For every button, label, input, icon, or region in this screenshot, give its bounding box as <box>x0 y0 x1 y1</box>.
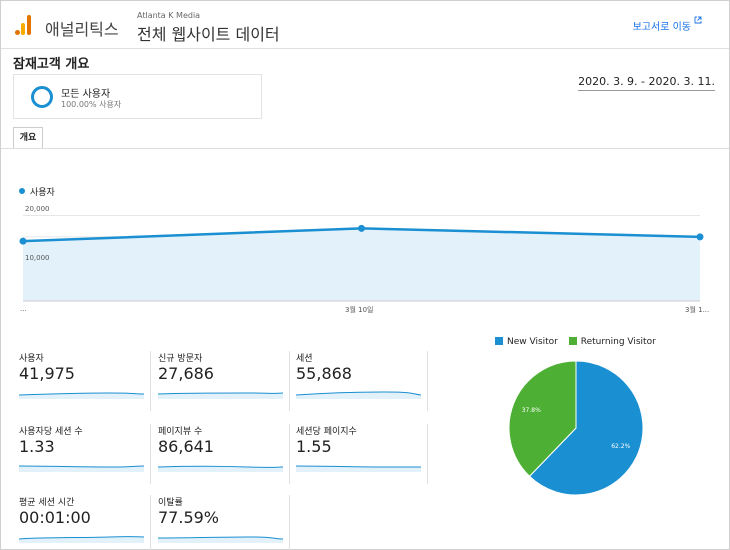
metric-label: 신규 방문자 <box>158 354 203 364</box>
metric-value: 41,975 <box>19 364 75 383</box>
divider <box>150 424 151 484</box>
metric-value: 55,868 <box>296 364 352 383</box>
metric-value: 27,686 <box>158 364 214 383</box>
metric-sparkline <box>296 465 421 472</box>
y-tick-label: 20,000 <box>25 205 50 213</box>
legend-swatch-icon <box>568 337 577 345</box>
x-tick-label: 3월 1... <box>685 306 710 314</box>
chart-legend: 사용자 <box>19 185 55 198</box>
metric-value: 86,641 <box>158 437 214 456</box>
legend-returning-visitor: Returning Visitor <box>580 337 656 347</box>
metric-label: 이탈률 <box>158 498 183 508</box>
account-name[interactable]: Atlanta K Media <box>137 11 201 20</box>
metric-value: 1.33 <box>19 437 55 456</box>
external-link-icon[interactable] <box>694 16 702 24</box>
pie-slice-label: 62.2% <box>611 443 630 450</box>
y-tick-label: 10,000 <box>25 254 50 262</box>
pie-slice-label: 37.8% <box>522 407 541 414</box>
metric-sparkline <box>158 392 283 399</box>
visitor-pie-chart: 62.2% 37.8% <box>508 360 644 496</box>
header: 애널리틱스 Atlanta K Media 전체 웹사이트 데이터 보고서로 이… <box>1 1 729 49</box>
go-to-report-link[interactable]: 보고서로 이동 <box>632 22 691 33</box>
segment-card[interactable]: 모든 사용자 100.00% 사용자 <box>13 74 262 119</box>
x-tick-label: ... <box>20 305 27 313</box>
metric-sparkline <box>19 465 144 472</box>
date-range-picker[interactable]: 2020. 3. 9. - 2020. 3. 11. <box>578 75 715 91</box>
divider <box>289 351 290 411</box>
users-line-chart <box>19 215 704 302</box>
segment-name: 모든 사용자 <box>61 89 111 100</box>
metric-sparkline <box>19 392 144 399</box>
metric-tile[interactable]: 평균 세션 시간 00:01:00 <box>19 495 159 550</box>
metric-label: 평균 세션 시간 <box>19 498 75 508</box>
metric-label: 세션 <box>296 354 313 364</box>
x-tick-label: 3월 10일 <box>345 306 374 314</box>
metric-sparkline <box>296 391 421 399</box>
series-area <box>23 228 700 301</box>
pie-slice <box>508 360 577 477</box>
page-title: 잠재고객 개요 <box>13 57 90 72</box>
metric-label: 페이지뷰 수 <box>158 427 203 437</box>
segment-percent: 100.00% 사용자 <box>61 100 122 109</box>
metric-tile[interactable]: 신규 방문자 27,686 <box>158 351 298 413</box>
app-name: 애널리틱스 <box>45 20 119 39</box>
metric-value: 77.59% <box>158 508 220 527</box>
metric-tile[interactable]: 사용자 41,975 <box>19 351 159 413</box>
metric-sparkline <box>158 536 283 543</box>
segment-ring-icon <box>31 86 53 108</box>
metric-label: 사용자 <box>19 354 44 364</box>
legend-dot-icon <box>19 188 25 194</box>
metric-value: 1.55 <box>296 437 332 456</box>
tab-divider <box>1 148 729 149</box>
metric-sparkline <box>19 536 144 543</box>
analytics-logo-icon <box>15 15 33 35</box>
metric-tile[interactable]: 이탈률 77.59% <box>158 495 298 550</box>
property-name[interactable]: 전체 웹사이트 데이터 <box>137 25 280 44</box>
data-point <box>358 224 365 232</box>
metric-label: 세션당 페이지수 <box>296 427 357 437</box>
pie-legend: New Visitor Returning Visitor <box>495 337 664 347</box>
legend-swatch-icon <box>495 337 503 345</box>
data-point <box>19 237 27 245</box>
metric-label: 사용자당 세션 수 <box>19 427 83 437</box>
divider <box>289 495 290 550</box>
legend-label: 사용자 <box>30 188 55 198</box>
divider <box>427 351 428 411</box>
pie-slice <box>528 360 644 496</box>
metric-tile[interactable]: 세션 55,868 <box>296 351 436 413</box>
tab-overview[interactable]: 개요 <box>13 127 43 149</box>
divider <box>289 424 290 484</box>
metric-value: 00:01:00 <box>19 508 91 527</box>
divider <box>150 351 151 411</box>
divider <box>150 495 151 550</box>
data-point <box>696 233 704 241</box>
divider <box>427 424 428 484</box>
metric-tile[interactable]: 세션당 페이지수 1.55 <box>296 424 436 486</box>
legend-new-visitor: New Visitor <box>507 337 558 347</box>
metric-tile[interactable]: 사용자당 세션 수 1.33 <box>19 424 159 486</box>
metric-sparkline <box>158 465 283 472</box>
metric-tile[interactable]: 페이지뷰 수 86,641 <box>158 424 298 486</box>
